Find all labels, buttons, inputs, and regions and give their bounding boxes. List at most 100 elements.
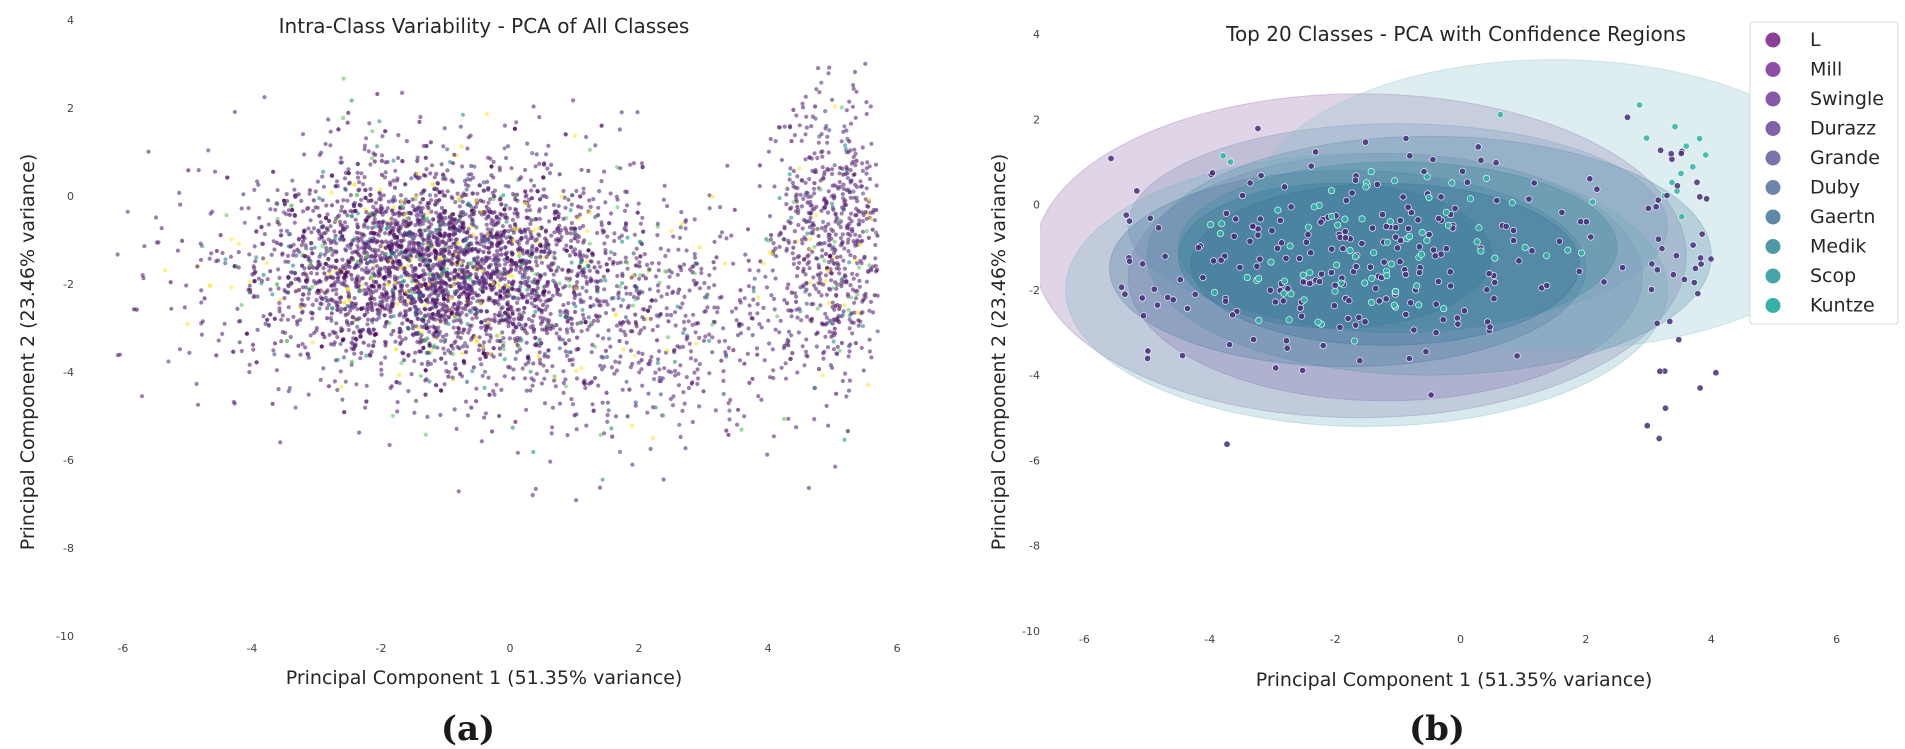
data-point bbox=[323, 261, 328, 266]
data-point bbox=[339, 208, 344, 213]
data-point bbox=[849, 295, 854, 300]
data-point bbox=[815, 272, 820, 277]
data-point bbox=[432, 358, 437, 363]
data-point bbox=[414, 398, 419, 403]
data-point bbox=[546, 348, 551, 353]
data-point bbox=[577, 292, 582, 297]
data-point bbox=[806, 485, 812, 491]
data-point bbox=[341, 198, 346, 203]
data-point bbox=[597, 303, 602, 308]
data-point bbox=[707, 338, 712, 343]
data-point bbox=[489, 286, 494, 291]
data-point bbox=[521, 310, 526, 315]
data-point bbox=[819, 226, 824, 231]
data-point bbox=[710, 322, 715, 327]
data-point bbox=[452, 275, 457, 280]
data-point bbox=[433, 284, 438, 289]
data-point bbox=[317, 306, 322, 311]
data-point bbox=[329, 318, 334, 323]
data-point bbox=[383, 239, 388, 244]
data-point bbox=[579, 205, 584, 210]
data-point bbox=[403, 182, 408, 187]
data-point bbox=[264, 261, 269, 266]
data-point bbox=[614, 323, 620, 328]
data-point bbox=[612, 231, 617, 236]
data-point bbox=[442, 247, 447, 252]
data-point bbox=[625, 266, 630, 271]
data-point bbox=[349, 360, 354, 365]
data-point bbox=[863, 61, 868, 66]
data-point bbox=[329, 173, 334, 178]
data-point bbox=[441, 172, 446, 177]
data-point bbox=[328, 224, 333, 229]
data-point bbox=[738, 288, 743, 293]
data-point bbox=[795, 370, 800, 375]
data-point bbox=[537, 207, 542, 212]
data-point bbox=[194, 381, 199, 386]
data-point bbox=[480, 373, 485, 378]
data-point bbox=[437, 301, 442, 306]
data-point bbox=[426, 211, 431, 216]
data-point bbox=[801, 196, 806, 201]
data-point bbox=[682, 327, 687, 332]
data-point bbox=[574, 214, 579, 219]
data-point bbox=[756, 268, 761, 273]
data-point bbox=[640, 383, 645, 388]
data-point bbox=[297, 249, 302, 255]
data-point bbox=[618, 303, 624, 309]
data-point bbox=[125, 209, 130, 214]
data-point bbox=[352, 351, 357, 356]
data-point bbox=[449, 271, 454, 276]
data-point bbox=[248, 290, 253, 295]
data-point bbox=[357, 430, 362, 435]
data-point bbox=[169, 306, 174, 311]
data-point bbox=[337, 219, 343, 224]
data-point bbox=[695, 367, 700, 372]
data-point bbox=[443, 208, 448, 214]
data-point bbox=[421, 143, 426, 149]
data-point bbox=[857, 234, 862, 239]
data-point bbox=[812, 151, 817, 156]
data-point bbox=[795, 174, 800, 179]
data-point bbox=[840, 312, 846, 317]
data-point bbox=[444, 332, 449, 337]
data-point bbox=[455, 255, 460, 260]
data-point bbox=[378, 193, 383, 199]
data-point bbox=[811, 186, 817, 191]
data-point bbox=[430, 316, 436, 321]
data-point bbox=[804, 314, 810, 319]
data-point bbox=[581, 191, 586, 196]
data-point bbox=[438, 285, 443, 290]
data-point bbox=[721, 369, 726, 374]
data-point bbox=[382, 282, 387, 287]
data-point bbox=[199, 300, 204, 305]
data-point bbox=[533, 164, 538, 169]
data-point bbox=[250, 272, 255, 277]
data-point bbox=[418, 233, 423, 238]
data-point bbox=[402, 212, 407, 217]
data-point bbox=[852, 255, 857, 260]
data-point bbox=[650, 405, 656, 410]
data-point bbox=[523, 194, 528, 199]
data-point bbox=[784, 246, 790, 251]
data-point bbox=[310, 340, 315, 345]
data-point bbox=[511, 317, 517, 322]
data-point bbox=[494, 248, 500, 254]
data-point bbox=[670, 403, 676, 408]
data-point bbox=[778, 318, 783, 323]
data-point bbox=[660, 376, 665, 381]
data-point bbox=[472, 164, 477, 169]
data-point bbox=[225, 175, 230, 180]
data-point bbox=[349, 98, 354, 103]
data-point bbox=[613, 312, 618, 317]
data-point bbox=[544, 240, 549, 245]
data-point bbox=[531, 313, 536, 318]
data-point bbox=[860, 229, 866, 234]
data-point bbox=[810, 223, 815, 228]
data-point bbox=[323, 230, 328, 236]
data-point bbox=[491, 194, 496, 199]
data-point bbox=[345, 120, 350, 125]
data-point bbox=[537, 216, 543, 221]
data-point bbox=[440, 288, 446, 294]
data-point bbox=[287, 386, 292, 391]
